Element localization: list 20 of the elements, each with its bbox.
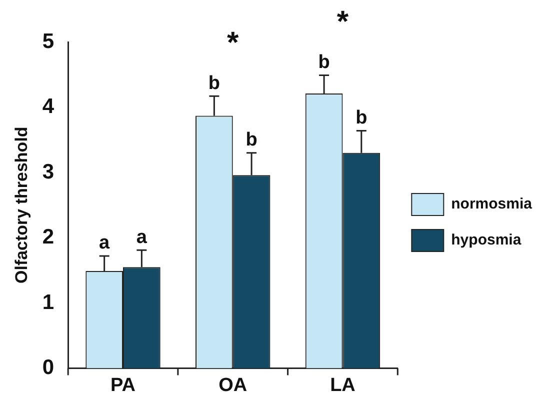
y-tick-label: 5 xyxy=(42,30,54,53)
data-label: b xyxy=(318,52,330,74)
data-label: b xyxy=(246,130,258,151)
y-tick-label: 4 xyxy=(42,95,54,118)
x-tick-label: OA xyxy=(218,374,248,396)
y-tick-label: 1 xyxy=(42,290,54,314)
x-tick-label: PA xyxy=(110,374,136,396)
y-tick-label: 3 xyxy=(42,160,54,184)
y-tick-label: 0 xyxy=(42,356,54,379)
x-tick-label: LA xyxy=(330,374,356,396)
legend-label: normosmia xyxy=(451,196,533,213)
text: * xyxy=(336,6,349,39)
data-label: a xyxy=(99,232,110,254)
y-axis-title: Olfactory threshold xyxy=(12,126,31,284)
y-tick-label: 2 xyxy=(42,226,54,249)
data-label: b xyxy=(356,107,368,128)
data-label: b xyxy=(208,72,220,94)
annotation: * xyxy=(227,26,240,60)
legend-label: hyposmia xyxy=(451,232,522,249)
data-label: a xyxy=(136,226,148,248)
